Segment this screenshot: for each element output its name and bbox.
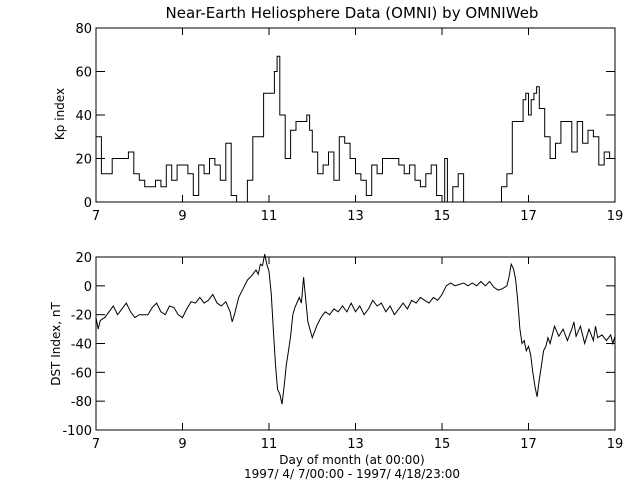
dst-xtick-label: 11 (261, 437, 278, 452)
dst-ytick-label: -60 (71, 366, 92, 381)
dst-ytick-label: -80 (71, 395, 92, 410)
kp-ticks: 7 9 11 13 15 17 19 0 20 40 60 80 (75, 22, 623, 224)
dst-panel: 7 9 11 13 15 17 19 -100 -80 -60 -40 -20 0 20 DST Inde… (49, 251, 623, 452)
kp-ytick-label: 80 (75, 22, 92, 37)
kp-ytick-label: 40 (75, 109, 92, 124)
chart-title: Near-Earth Heliosphere Data (OMNI) by OM… (166, 4, 539, 22)
dst-xtick-label: 13 (347, 437, 364, 452)
kp-xtick-label: 19 (607, 209, 624, 224)
kp-xtick-label: 13 (347, 209, 364, 224)
kp-index-line (96, 55, 615, 203)
kp-axis-label: Kp index (53, 88, 67, 140)
dst-axis-label: DST Index, nT (49, 302, 63, 386)
dst-ytick-label: 20 (75, 251, 92, 266)
kp-panel: 7 9 11 13 15 17 19 0 20 40 60 80 Kp index (53, 22, 623, 224)
kp-xtick-label: 9 (178, 209, 186, 224)
dst-xtick-label: 17 (520, 437, 537, 452)
dst-ytick-label: 0 (84, 280, 92, 295)
dst-ytick-label: -100 (62, 424, 92, 439)
dst-ytick-label: -20 (71, 309, 92, 324)
kp-ytick-label: 20 (75, 153, 92, 168)
kp-xtick-label: 15 (434, 209, 451, 224)
dst-ytick-label: -40 (71, 338, 92, 353)
dst-xtick-label: 9 (178, 437, 186, 452)
kp-xtick-label: 17 (520, 209, 537, 224)
dst-xtick-label: 15 (434, 437, 451, 452)
kp-plot-frame (95, 27, 616, 203)
dst-index-line (95, 253, 616, 405)
dst-xtick-label: 19 (607, 437, 624, 452)
x-axis-label: Day of month (at 00:00) (279, 453, 424, 467)
kp-xtick-label: 11 (261, 209, 278, 224)
date-range-label: 1997/ 4/ 7/00:00 - 1997/ 4/18/23:00 (244, 467, 460, 480)
dst-plot-frame (95, 256, 616, 431)
kp-xtick-label: 7 (92, 209, 100, 224)
dst-ticks: 7 9 11 13 15 17 19 -100 -80 -60 -40 -20 0 20 (62, 251, 623, 452)
kp-ytick-label: 0 (84, 196, 92, 211)
dst-xtick-label: 7 (92, 437, 100, 452)
kp-ytick-label: 60 (75, 66, 92, 81)
